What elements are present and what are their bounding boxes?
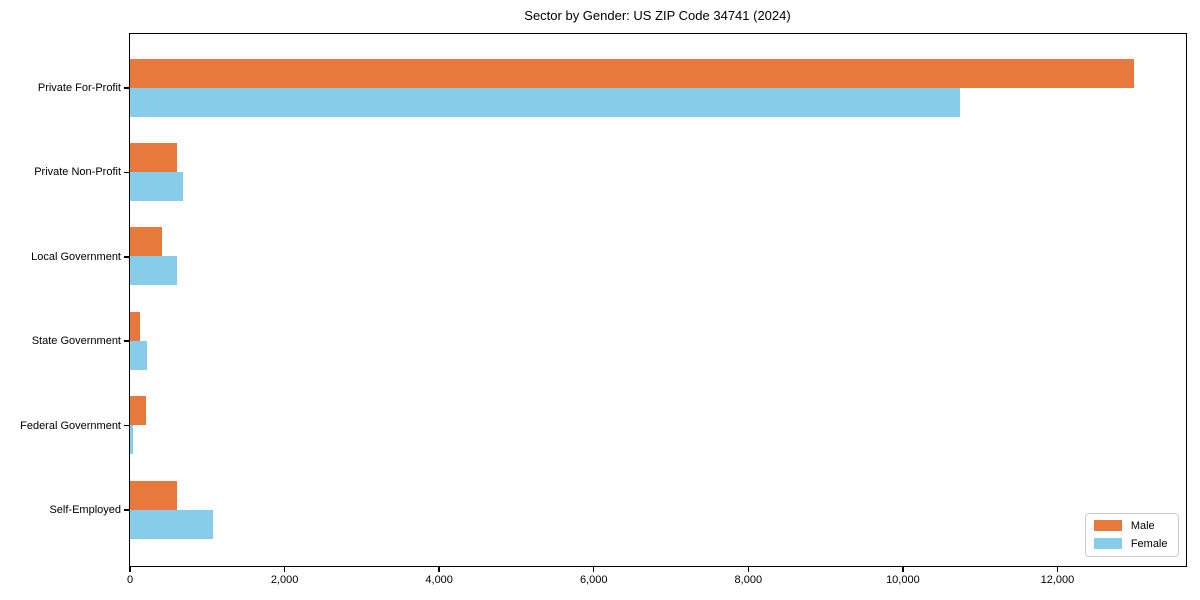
x-tick-mark <box>747 566 750 572</box>
legend-item-female: Female <box>1093 537 1168 550</box>
bar-male-private-non-profit <box>129 142 178 172</box>
x-tick-mark <box>902 566 904 572</box>
bar-female-local-government <box>129 256 178 286</box>
y-tick-mark <box>123 171 129 174</box>
y-tick-mark <box>123 509 129 511</box>
bar-female-private-non-profit <box>129 171 183 201</box>
plot-area: Male Female <box>128 32 1187 567</box>
bar-male-private-for-profit <box>129 58 1135 88</box>
x-tick-label: 10,000 <box>886 574 920 586</box>
legend-label-male: Male <box>1130 519 1155 532</box>
male-swatch-icon <box>1093 520 1122 531</box>
x-tick-mark <box>129 566 131 572</box>
bar-male-local-government <box>129 227 162 257</box>
y-tick-label: State Government <box>31 335 121 348</box>
x-tick-label: 6,000 <box>579 574 608 586</box>
bar-female-private-for-profit <box>129 87 961 117</box>
x-tick-label: 12,000 <box>1040 574 1075 586</box>
x-tick-label: 2,000 <box>270 574 299 586</box>
legend-label-female: Female <box>1130 537 1168 550</box>
x-tick-label: 0 <box>126 574 134 586</box>
y-tick-mark <box>123 256 129 258</box>
chart-title: Sector by Gender: US ZIP Code 34741 (202… <box>524 8 791 23</box>
x-tick-label: 4,000 <box>425 574 453 586</box>
x-tick-mark <box>1056 566 1059 572</box>
bar-male-federal-government <box>129 396 147 426</box>
bar-male-state-government <box>129 311 141 341</box>
y-tick-mark <box>123 424 129 427</box>
x-tick-mark <box>438 566 440 572</box>
legend: Male Female <box>1084 512 1179 557</box>
y-tick-mark <box>123 87 129 89</box>
y-tick-mark <box>123 340 129 342</box>
x-tick-mark <box>592 566 595 572</box>
legend-item-male: Male <box>1093 519 1168 532</box>
y-tick-label: Self-Employed <box>49 504 121 516</box>
female-swatch-icon <box>1093 538 1122 549</box>
y-tick-label: Private Non-Profit <box>34 166 121 179</box>
bar-female-state-government <box>129 340 148 370</box>
y-tick-label: Federal Government <box>20 419 121 432</box>
bar-female-self-employed <box>129 509 213 539</box>
y-tick-label: Private For-Profit <box>37 82 121 94</box>
x-tick-mark <box>283 566 286 572</box>
x-tick-label: 8,000 <box>734 574 763 586</box>
bar-female-federal-government <box>129 425 134 455</box>
y-tick-label: Local Government <box>31 250 121 263</box>
bar-male-self-employed <box>129 480 177 510</box>
